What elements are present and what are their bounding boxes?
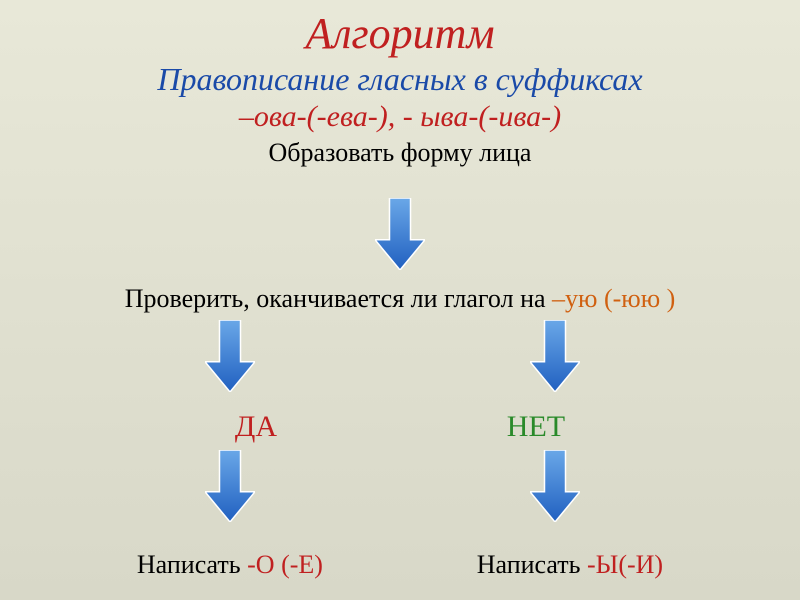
arrow-down-yes (205, 450, 255, 522)
result-left-prefix: Написать (137, 550, 247, 579)
branch-yes: ДА (235, 410, 277, 444)
subtitle: Правописание гласных в суффиксах (0, 61, 800, 98)
suffixes-line: –ова-(-ева-), - ыва-(-ива-) (0, 100, 800, 134)
arrow-down-left (205, 320, 255, 392)
result-left-suffix: -О (-Е) (247, 550, 323, 579)
branch-no: НЕТ (507, 410, 565, 444)
result-right-prefix: Написать (477, 550, 587, 579)
arrow-down-right (530, 320, 580, 392)
result-right: Написать -Ы(-И) (477, 550, 663, 580)
step2-highlight: –ую (-юю ) (552, 284, 675, 313)
step2-prefix: Проверить, оканчивается ли глагол на (125, 284, 552, 313)
result-left: Написать -О (-Е) (137, 550, 323, 580)
arrow-down-no (530, 450, 580, 522)
result-right-suffix: -Ы(-И) (587, 550, 663, 579)
step2-text: Проверить, оканчивается ли глагол на –ую… (0, 284, 800, 314)
algorithm-title: Алгоритм (0, 0, 800, 59)
arrow-down-1 (375, 198, 425, 270)
step1-text: Образовать форму лица (0, 138, 800, 168)
